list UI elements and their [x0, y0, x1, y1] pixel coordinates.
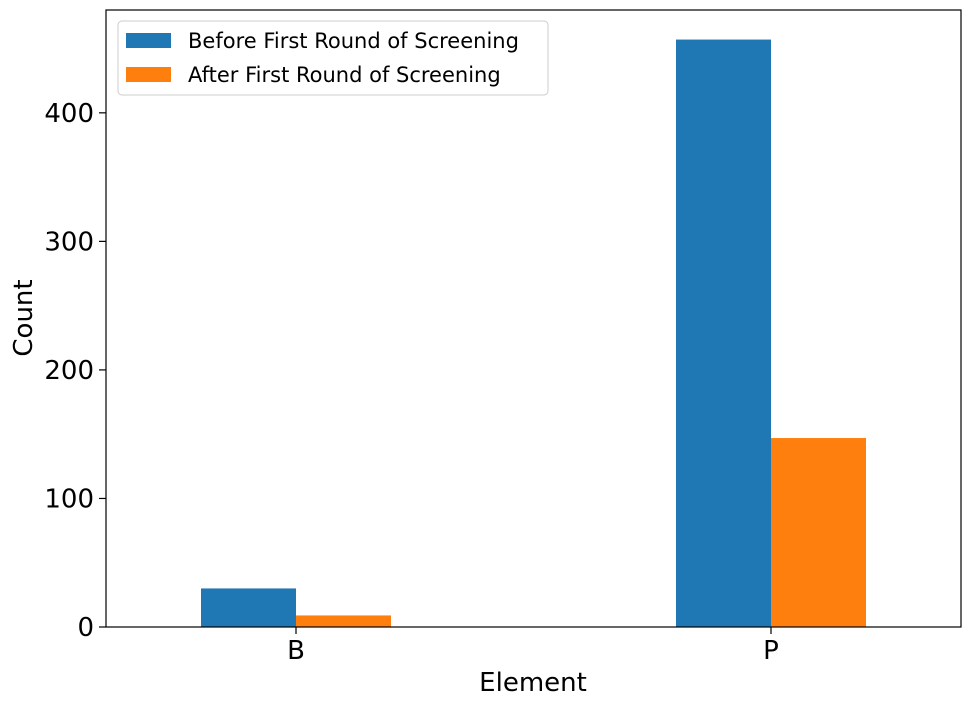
legend-label-1: Before First Round of Screening	[188, 29, 519, 53]
x-tick-label: P	[763, 636, 779, 666]
bar-b-series-1	[201, 588, 296, 627]
legend-swatch-2	[126, 67, 171, 82]
bar-p-series-2	[771, 438, 866, 627]
plot-frame	[105, 9, 962, 628]
legend-box	[117, 20, 549, 96]
y-tick-label: 400	[44, 99, 94, 129]
y-tick-label: 300	[44, 227, 94, 257]
bars-group	[201, 39, 866, 628]
legend-label-2: After First Round of Screening	[188, 63, 501, 87]
y-tick-label: 0	[77, 613, 94, 643]
legend-swatch-1	[126, 33, 171, 48]
y-axis: 0 100 200 300 400	[44, 99, 106, 643]
x-tick-label: B	[287, 636, 305, 666]
y-tick-label: 200	[44, 356, 94, 386]
bar-b-series-2	[296, 615, 391, 627]
y-tick-label: 100	[44, 484, 94, 514]
y-axis-title: Count	[9, 279, 39, 356]
bar-p-series-1	[676, 39, 771, 628]
legend: Before First Round of Screening After Fir…	[117, 20, 549, 96]
x-axis-title: Element	[479, 668, 587, 698]
